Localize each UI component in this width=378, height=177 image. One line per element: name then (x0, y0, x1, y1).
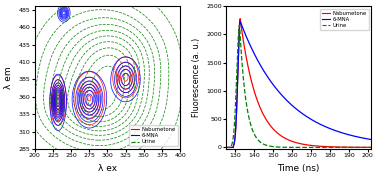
Nabumetone (238, 18, 242, 20)
X-axis label: λ ex: λ ex (98, 164, 117, 173)
Urine (294, 146, 299, 149)
Urine (365, 146, 370, 149)
Urine (369, 146, 374, 149)
Urine (338, 146, 343, 149)
Nabumetone (224, 146, 228, 149)
Line: 6-MNA: 6-MNA (226, 21, 372, 147)
Nabumetone (291, 141, 295, 143)
6-MNA (338, 131, 343, 133)
X-axis label: Time (ns): Time (ns) (277, 164, 320, 173)
6-MNA (224, 146, 228, 149)
Nabumetone (365, 146, 370, 148)
Y-axis label: λ em: λ em (4, 66, 13, 89)
Urine (224, 146, 228, 149)
6-MNA (231, 145, 235, 147)
Line: Urine: Urine (226, 25, 372, 147)
Nabumetone (369, 146, 374, 149)
6-MNA (365, 138, 370, 140)
6-MNA (369, 139, 374, 141)
Legend: Nabumetone, 6-MNA, Urine: Nabumetone, 6-MNA, Urine (129, 125, 178, 147)
Urine (231, 135, 235, 137)
6-MNA (238, 20, 242, 22)
6-MNA (291, 105, 295, 107)
6-MNA (294, 108, 299, 110)
Nabumetone (294, 142, 299, 144)
Y-axis label: Fluorescence (a. u.): Fluorescence (a. u.) (192, 38, 201, 117)
Nabumetone (231, 145, 235, 147)
Urine (365, 146, 369, 149)
6-MNA (365, 138, 369, 140)
Urine (291, 146, 295, 149)
Nabumetone (338, 146, 343, 148)
Legend: Nabumetone, 6-MNA, Urine: Nabumetone, 6-MNA, Urine (320, 9, 369, 30)
Nabumetone (365, 146, 369, 148)
Urine (237, 24, 242, 26)
Line: Nabumetone: Nabumetone (226, 19, 372, 147)
